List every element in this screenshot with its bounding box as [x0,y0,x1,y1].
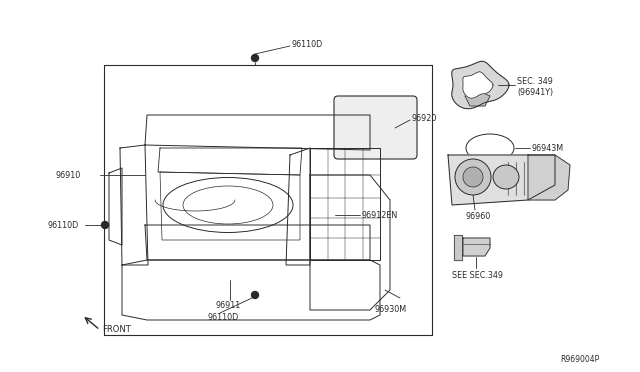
Polygon shape [463,238,490,256]
Text: R969004P: R969004P [561,356,600,365]
Polygon shape [448,155,555,205]
Circle shape [102,221,109,228]
Polygon shape [454,235,462,260]
Polygon shape [465,92,490,106]
Text: 96110D: 96110D [47,221,78,230]
Circle shape [463,167,483,187]
Polygon shape [528,155,570,200]
Text: 96920: 96920 [412,113,437,122]
Circle shape [252,292,259,298]
Text: 96110D: 96110D [207,312,238,321]
Text: 96910: 96910 [55,170,80,180]
Text: 96943M: 96943M [532,144,564,153]
Ellipse shape [493,165,519,189]
Text: SEC. 349: SEC. 349 [517,77,553,86]
Text: 96912EN: 96912EN [362,211,398,219]
Polygon shape [463,72,493,98]
Polygon shape [452,61,509,109]
Circle shape [252,55,259,61]
Text: (96941Y): (96941Y) [517,87,553,96]
Circle shape [455,159,491,195]
Text: FRONT: FRONT [102,326,131,334]
Text: SEE SEC.349: SEE SEC.349 [452,272,503,280]
Text: 96110D: 96110D [292,39,323,48]
FancyBboxPatch shape [334,96,417,159]
Text: 96960: 96960 [466,212,492,221]
Text: 96930M: 96930M [375,305,407,314]
Text: 96911: 96911 [215,301,240,310]
